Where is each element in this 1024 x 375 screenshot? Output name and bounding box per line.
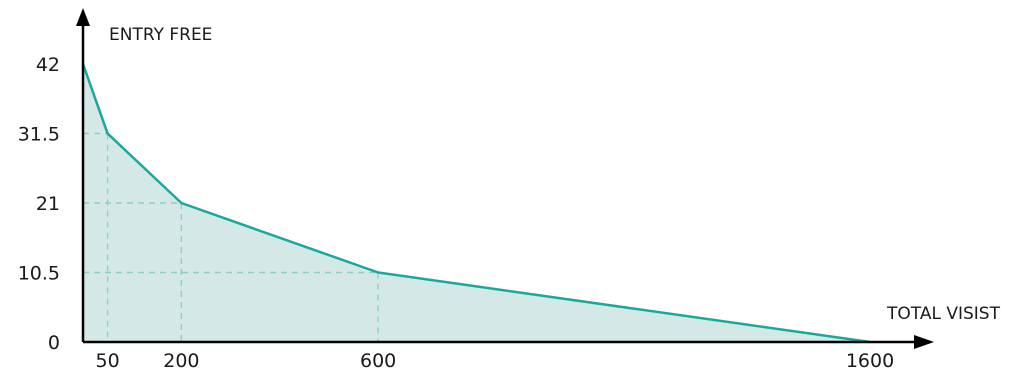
y-tick-label: 42	[36, 54, 60, 76]
y-tick-label: 21	[36, 193, 60, 215]
tick-labels: 0 10.5 21 31.5 42 50 200 600 1600	[18, 54, 894, 372]
x-tick-label: 50	[96, 350, 120, 372]
area-fill-layer	[83, 64, 870, 342]
x-tick-label: 200	[163, 350, 199, 372]
y-tick-label: 0	[48, 332, 60, 354]
area-fill	[83, 64, 870, 342]
x-tick-label: 600	[360, 350, 396, 372]
x-axis-arrow-icon	[914, 335, 934, 349]
y-tick-label: 10.5	[18, 263, 60, 285]
grid-layer	[83, 132, 379, 342]
axes	[76, 8, 934, 349]
y-tick-label: 31.5	[18, 124, 60, 146]
x-axis-title: TOTAL VISIST	[886, 304, 1001, 324]
y-axis-arrow-icon	[76, 8, 90, 26]
x-tick-label: 1600	[846, 350, 894, 372]
y-axis-title: ENTRY FREE	[109, 25, 212, 45]
